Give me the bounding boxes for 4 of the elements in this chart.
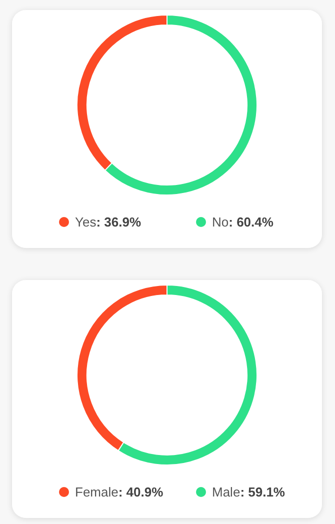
data-label: : 60.4% (228, 214, 274, 230)
data-label: : 36.9% (96, 214, 142, 230)
data-label: : 59.1% (240, 484, 286, 500)
data-label: : 40.9% (118, 484, 164, 500)
